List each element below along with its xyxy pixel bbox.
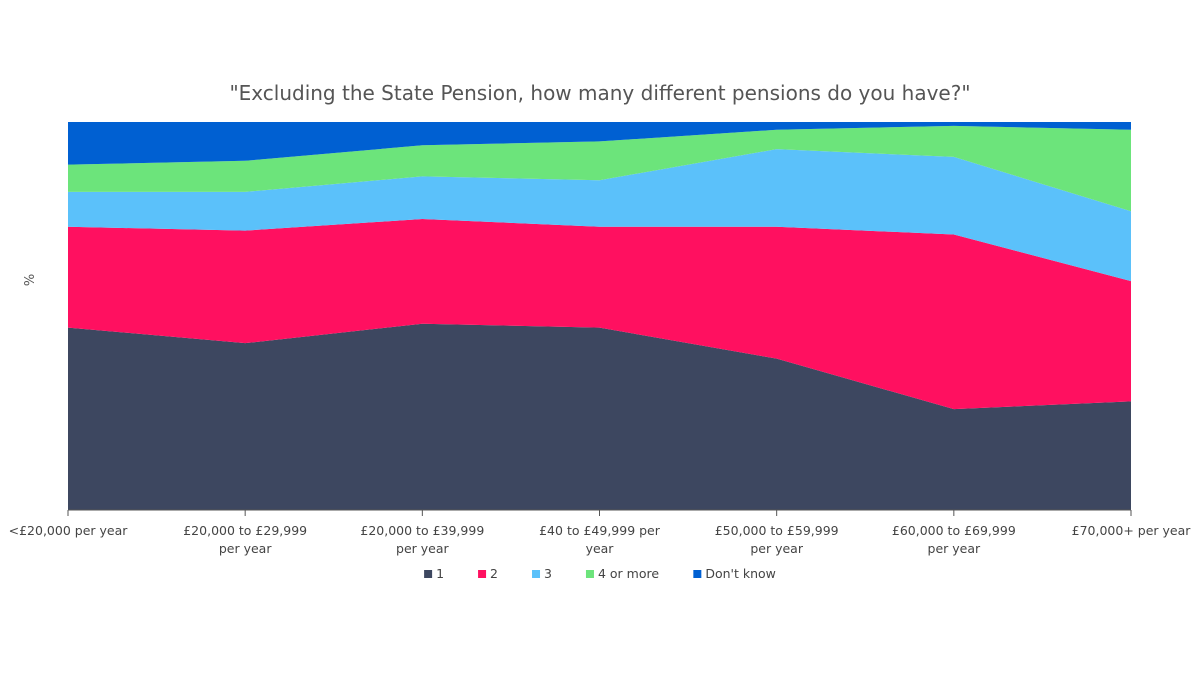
legend-swatch	[585, 570, 594, 578]
area-series-5	[68, 122, 1131, 165]
legend: 1 2 3 4 or more Don't know	[424, 566, 776, 581]
legend-item-5[interactable]: Don't know	[693, 566, 776, 581]
legend-swatch	[693, 570, 702, 578]
legend-label: 3	[544, 566, 552, 581]
legend-item-2[interactable]: 2	[478, 566, 498, 581]
x-tick-label: £60,000 to £69,999 per year	[892, 523, 1016, 556]
legend-item-1[interactable]: 1	[424, 566, 444, 581]
legend-label: 4 or more	[598, 566, 659, 581]
x-tick-label: <£20,000 per year	[9, 523, 129, 538]
legend-label: 2	[490, 566, 498, 581]
area-series-group	[68, 122, 1131, 510]
area-series-3	[68, 149, 1131, 282]
legend-swatch	[532, 570, 541, 578]
x-tick-label: £20,000 to £29,999 per year	[183, 523, 307, 556]
legend-swatch	[424, 570, 433, 578]
x-tick-label: £50,000 to £59,999 per year	[715, 523, 839, 556]
legend-label: Don't know	[705, 566, 776, 581]
legend-swatch	[478, 570, 487, 578]
area-series-1	[68, 323, 1131, 510]
legend-item-4[interactable]: 4 or more	[585, 566, 659, 581]
x-tick-label: £20,000 to £39,999 per year	[360, 523, 484, 556]
y-axis-label: %	[23, 274, 38, 286]
x-tick-label: £70,000+ per year	[1072, 523, 1192, 538]
x-tick-label: £40 to £49,999 per year	[539, 523, 661, 556]
legend-label: 1	[436, 566, 444, 581]
chart-title: "Excluding the State Pension, how many d…	[229, 81, 970, 105]
area-series-4	[68, 125, 1131, 212]
x-axis-ticks: <£20,000 per year £20,000 to £29,999 per y…	[9, 510, 1192, 556]
legend-item-3[interactable]: 3	[532, 566, 552, 581]
area-series-2	[68, 219, 1131, 410]
